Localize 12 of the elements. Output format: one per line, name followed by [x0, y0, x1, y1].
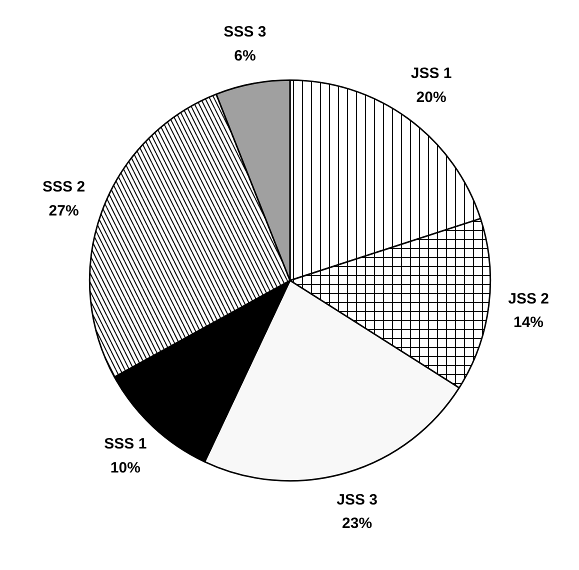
slice-label: SSS 1 — [104, 436, 147, 453]
data-label: 14% — [514, 314, 544, 332]
slice-label: SSS 3 — [224, 23, 266, 40]
slice-label: JSS 1 — [410, 65, 452, 82]
data-label: 23% — [342, 515, 372, 532]
slice-label: SSS 2 — [42, 178, 86, 196]
data-label: 27% — [48, 202, 79, 220]
data-label: 20% — [416, 89, 446, 106]
data-label: 6% — [234, 47, 256, 64]
data-label: 10% — [110, 459, 140, 476]
slice-label: JSS 2 — [508, 290, 549, 308]
slice-label: JSS 3 — [336, 491, 378, 508]
